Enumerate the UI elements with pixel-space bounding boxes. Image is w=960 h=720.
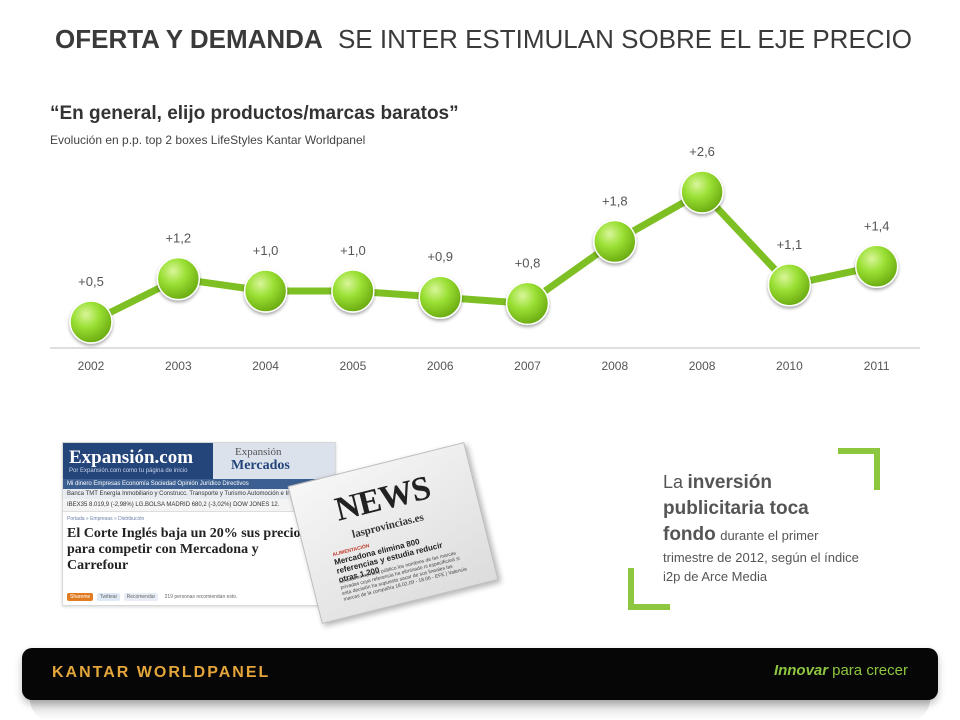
expansion-breadcrumb: Portada » Empresas » Distribución <box>67 516 145 522</box>
expansion-share-bar: Shareme Twittear Recomendar 219 personas… <box>67 593 242 601</box>
expansion-subnav: Banca TMT Energía Inmobiliario y Constru… <box>63 489 335 499</box>
bracket-bottom-left <box>628 568 670 610</box>
data-label: +1,2 <box>165 231 191 246</box>
expansion-ticker: IBEX35 8.019,9 (-2,98%) LG.BOLSA MADRID … <box>63 499 335 512</box>
x-tick-label: 2008 <box>601 359 628 373</box>
expansion-nav: Mi dinero Empresas Economía Sociedad Opi… <box>63 479 335 489</box>
callout-la: La <box>663 472 684 492</box>
x-tick-label: 2010 <box>776 359 803 373</box>
x-tick-label: 2004 <box>252 359 279 373</box>
mercados-sub: Expansión <box>235 446 282 458</box>
data-point <box>680 170 724 214</box>
mercados-main: Mercados <box>231 458 290 473</box>
recommend-button: Recomendar <box>123 593 159 601</box>
data-point <box>243 269 288 313</box>
footer-bar: KANTAR WORLDPANEL Innovar para crecer <box>22 648 938 700</box>
expansion-logo-tag: Por Expansión.com como tu página de inic… <box>69 468 188 474</box>
chart-quote: “En general, elijo productos/marcas bara… <box>50 103 459 124</box>
shareme-button: Shareme <box>67 593 94 601</box>
chart-subtitle: Evolución en p.p. top 2 boxes LifeStyles… <box>50 133 366 147</box>
data-label: +1,4 <box>864 218 890 233</box>
data-point <box>767 263 812 307</box>
x-tick-label: 2005 <box>340 359 367 373</box>
data-point <box>156 256 201 301</box>
data-label: +1,0 <box>340 243 366 258</box>
data-point <box>593 219 637 264</box>
slogan-rest: para crecer <box>832 662 908 679</box>
kantar-worldpanel-logo: KANTAR WORLDPANEL <box>52 664 271 681</box>
title-strong: OFERTA Y DEMANDA <box>55 24 323 54</box>
tweet-button: Twittear <box>96 593 121 601</box>
expansion-headline: El Corte Inglés baja un 20% sus precios … <box>67 526 306 573</box>
data-label: +1,1 <box>777 237 803 252</box>
x-tick-label: 2007 <box>514 359 541 373</box>
slogan-innovar: Innovar <box>773 662 829 679</box>
data-label: +1,8 <box>602 194 628 209</box>
bracket-top-right <box>838 448 880 490</box>
data-point <box>505 281 550 326</box>
data-label: +0,9 <box>427 249 453 264</box>
recommend-count: 219 personas recomiendan esto. <box>164 594 238 600</box>
data-point <box>418 275 462 319</box>
news-clippings: Expansión.com Por Expansión.com como tu … <box>62 440 499 624</box>
data-point <box>854 244 899 289</box>
data-label: +2,6 <box>689 144 715 159</box>
x-tick-label: 2002 <box>78 359 105 373</box>
callout-text: La inversión publicitaria toca fondo dur… <box>663 470 863 586</box>
footer-reflection <box>30 700 930 720</box>
callout-rest: durante el primer trimestre de 2012, seg… <box>663 528 859 584</box>
expansion-logo: Expansión.com <box>69 447 194 468</box>
data-label: +0,5 <box>78 274 104 289</box>
title-rest: SE INTER ESTIMULAN SOBRE EL EJE PRECIO <box>337 24 913 54</box>
expansion-clipping: Expansión.com Por Expansión.com como tu … <box>62 442 336 606</box>
x-tick-label: 2011 <box>864 359 890 373</box>
x-tick-label: 2008 <box>689 359 716 373</box>
x-tick-label: 2006 <box>427 359 454 373</box>
data-point <box>331 269 375 313</box>
x-tick-label: 2003 <box>165 359 192 373</box>
page-title: OFERTA Y DEMANDA SE INTER ESTIMULAN SOBR… <box>55 24 912 55</box>
callout-bold: inversión publicitaria toca fondo <box>663 472 809 545</box>
data-label: +0,8 <box>515 255 541 270</box>
line-chart: +0,5 +1,2 +1,0 +1,0 +0,9 +0,8 +1,8 +2,6 +1,1 +1,4… <box>50 144 920 373</box>
slogan: Innovar para crecer <box>774 662 908 679</box>
mercados-section: Expansión Mercados <box>213 443 335 479</box>
data-label: +1,0 <box>253 243 279 258</box>
series-line <box>89 188 878 326</box>
data-point <box>69 300 113 344</box>
